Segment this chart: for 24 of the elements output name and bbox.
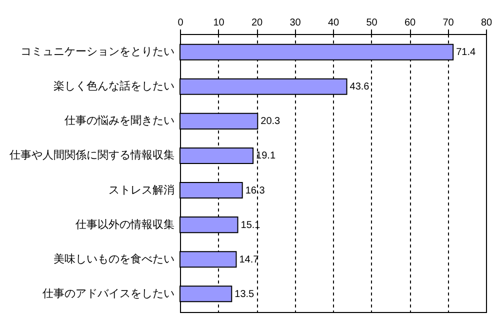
- x-tick-label: 30: [290, 18, 302, 28]
- y-tick-label: 仕事のアドバイスをしたい: [42, 286, 174, 300]
- y-tick-label: 美味しいものを食べたい: [54, 252, 174, 266]
- x-tick-label: 70: [442, 18, 454, 28]
- y-tick-label: コミュニケーションをとりたい: [20, 46, 174, 58]
- x-tick-label: 10: [213, 18, 225, 28]
- x-tick-label: 40: [328, 18, 340, 28]
- x-tick-label: 20: [251, 18, 263, 28]
- y-tick-label: 仕事や人間関係に関する情報収集: [10, 148, 174, 162]
- y-tick-label: ストレス解消: [108, 183, 174, 196]
- data-label: 16.3: [245, 185, 266, 196]
- data-label: 14.7: [239, 254, 260, 266]
- y-tick-label: 仕事の悩みを聞きたい: [64, 114, 174, 128]
- x-tick-label: 50: [366, 18, 378, 28]
- data-label: 43.6: [350, 82, 370, 93]
- y-tick-label: 楽しく色んな話をしたい: [54, 80, 174, 93]
- data-label: 19.1: [256, 150, 276, 162]
- x-tick-label: 0: [178, 18, 184, 28]
- x-tick-label: 60: [404, 18, 416, 28]
- data-label: 13.5: [234, 288, 255, 300]
- data-label: 20.3: [260, 116, 281, 128]
- data-label: 71.4: [456, 47, 476, 58]
- x-tick-label: 80: [480, 18, 492, 28]
- y-tick-label: 仕事以外の情報収集: [76, 218, 174, 231]
